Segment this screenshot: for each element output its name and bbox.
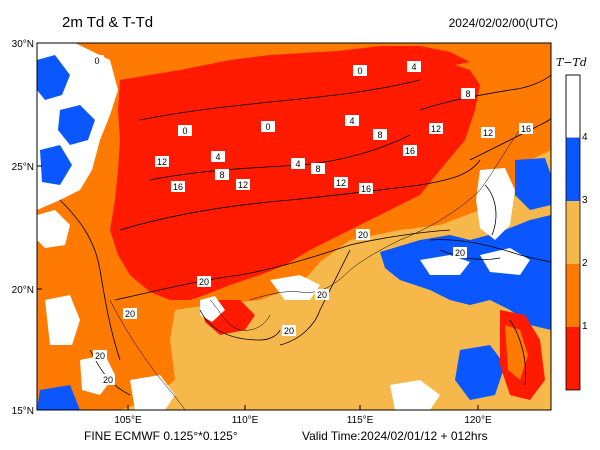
svg-text:20: 20 [455,248,465,258]
map-frame [36,42,552,411]
lat-label: 25°N [12,162,34,173]
contour-label: 20 [453,247,467,258]
field-3-4-sea [380,215,551,330]
svg-text:12: 12 [483,128,493,138]
colorbar-tick-3: 3 [582,195,588,206]
valid-time-label: Valid Time:2024/02/01/12 + 012hrs [302,429,488,443]
colorbar-tick-1: 1 [582,321,588,332]
colorbar-title: T−Td [556,56,587,69]
svg-text:4: 4 [349,116,354,126]
svg-text:20: 20 [95,351,105,361]
contour-label: 12 [155,156,169,167]
colorbar-tick-4: 4 [582,132,588,143]
contour-label: 16 [403,145,417,156]
lon-label: 110°E [232,415,259,426]
map-title: 2m Td & T-Td [62,14,154,31]
contour-label: 8 [311,163,325,174]
svg-text:4: 4 [215,152,220,162]
colorbar-2-3 [566,201,580,264]
svg-text:16: 16 [361,184,371,194]
svg-text:4: 4 [295,159,300,169]
svg-text:0: 0 [94,56,99,66]
svg-text:8: 8 [315,164,320,174]
svg-text:20: 20 [199,277,209,287]
colorbar-lt1 [566,327,580,390]
lon-label: 105°E [114,415,142,426]
contour-label-group: 0 0 0 0 4 4 4 4 8 8 8 8 12 12 12 12 12 16 16 16 16 20 20 20 20 20… [90,55,533,385]
svg-text:16: 16 [173,182,183,192]
colorbar-3-4 [566,138,580,201]
svg-text:4: 4 [411,62,416,72]
contour-label: 12 [334,177,348,188]
contour-label: 20 [315,289,329,300]
contour-label: 0 [178,125,192,136]
svg-text:16: 16 [405,146,415,156]
contour-label: 16 [359,183,373,194]
lon-label: 115°E [347,415,374,426]
colorbar-1-2 [566,264,580,327]
lat-label: 15°N [12,406,34,417]
svg-text:12: 12 [157,157,167,167]
svg-text:20: 20 [358,230,368,240]
field-lt1 [110,50,480,300]
coastlines [109,129,521,410]
contour-label: 20 [356,229,370,240]
svg-text:8: 8 [377,130,382,140]
lon-axis: 105°E 110°E 115°E 120°E [114,405,492,426]
svg-text:0: 0 [182,126,187,136]
contour-label: 20 [123,308,137,319]
colorbar-gt4 [565,74,581,139]
contour-label: 0 [261,121,275,132]
contour-label: 12 [236,179,250,190]
svg-text:16: 16 [521,124,531,134]
svg-text:8: 8 [465,89,470,99]
svg-text:20: 20 [317,290,327,300]
lat-label: 20°N [12,285,34,296]
lon-label: 120°E [464,415,492,426]
contour-label: 16 [519,123,533,134]
contour-label: 8 [461,88,475,99]
svg-text:20: 20 [284,326,294,336]
map-fields: 0 0 0 0 4 4 4 4 8 8 8 8 12 12 12 12 12 16 16 16 16 20 20 20 20 20… [37,43,551,410]
contour-label: 20 [101,374,115,385]
svg-text:8: 8 [219,170,224,180]
svg-text:20: 20 [103,375,113,385]
colorbar [565,74,581,391]
contour-label: 20 [93,350,107,361]
model-label: FINE ECMWF 0.125°*0.125° [84,429,238,443]
svg-text:0: 0 [265,122,270,132]
contour-label: 20 [197,276,211,287]
contour-label: 4 [211,151,225,162]
svg-text:12: 12 [431,124,441,134]
contour-label: 8 [373,129,387,140]
contour-label: 20 [282,325,296,336]
contour-label: 12 [481,127,495,138]
svg-text:12: 12 [238,180,248,190]
svg-text:12: 12 [336,178,346,188]
contour-label: 4 [407,61,421,72]
contour-label: 4 [345,115,359,126]
contour-label: 8 [215,169,229,180]
lat-axis: 30°N 25°N 20°N 15°N [12,39,42,417]
contour-label: 4 [291,158,305,169]
contour-label: 0 [353,65,367,76]
contour-lines [59,74,551,396]
contour-label: 0 [90,55,104,66]
svg-text:20: 20 [125,309,135,319]
contour-label: 16 [171,181,185,192]
contour-label: 12 [429,123,443,134]
lat-label: 30°N [12,39,34,50]
map-timestamp: 2024/02/02/00(UTC) [448,16,558,30]
svg-text:0: 0 [357,66,362,76]
colorbar-tick-2: 2 [582,258,588,269]
